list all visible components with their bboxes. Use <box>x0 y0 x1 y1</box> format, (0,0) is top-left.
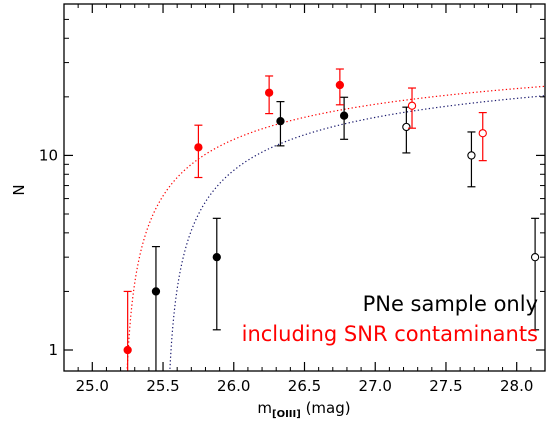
x-tick-label-5: 27.5 <box>429 377 462 395</box>
legend-entry-pne: PNe sample only <box>363 292 538 316</box>
x-tick-label-0: 25.0 <box>76 377 109 395</box>
x-axis-label: m[OIII] (mag) <box>257 399 350 420</box>
x-axis-label-sub: [OIII] <box>272 409 301 420</box>
data-point-s1-p3 <box>335 80 345 90</box>
data-point-s0-p2 <box>276 117 285 126</box>
data-point-s0-p5 <box>467 151 476 160</box>
data-point-s1-p4 <box>407 101 417 110</box>
y-tick-label-1: 10 <box>39 146 58 164</box>
legend-entry-snr: including SNR contaminants <box>242 322 538 346</box>
x-tick-label-6: 28.0 <box>500 377 533 395</box>
data-points <box>123 68 540 371</box>
x-tick-label-2: 26.0 <box>217 377 250 395</box>
data-point-s0-p4 <box>402 122 411 132</box>
y-tick-label-0: 1 <box>48 341 58 359</box>
data-point-s1-p2 <box>264 88 274 97</box>
axis-ticks: 25.0 25.5 26.0 26.5 27.0 27.5 28.0 1 10 <box>39 4 545 395</box>
data-point-s0-p6 <box>530 253 540 262</box>
data-point-s0-p0 <box>151 287 161 296</box>
x-axis-label-unit: (mag) <box>301 399 351 417</box>
x-tick-label-1: 25.5 <box>146 377 179 395</box>
fit-curves <box>126 85 545 371</box>
data-point-s1-p0 <box>123 345 132 355</box>
data-point-s1-p1 <box>194 143 203 152</box>
fit-curve-0 <box>169 95 545 371</box>
x-axis-label-main: m <box>257 399 272 417</box>
data-point-s0-p3 <box>339 111 349 120</box>
data-point-s1-p5 <box>478 129 487 138</box>
data-point-s0-p1 <box>212 253 221 262</box>
y-axis-label: N <box>10 184 28 195</box>
x-tick-label-4: 27.0 <box>359 377 392 395</box>
x-tick-label-3: 26.5 <box>288 377 321 395</box>
